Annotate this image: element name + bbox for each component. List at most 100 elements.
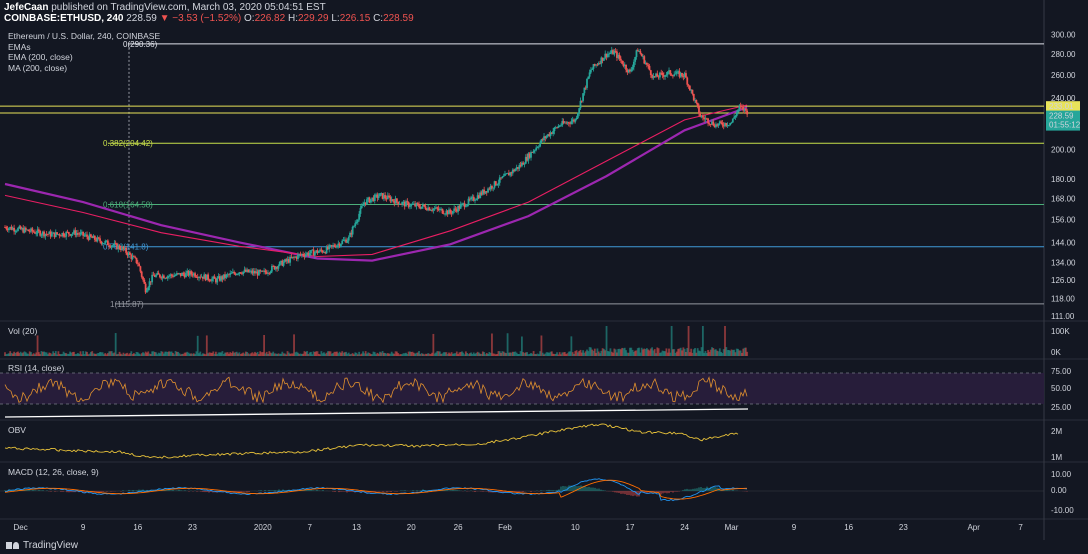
- candle-body: [332, 245, 335, 246]
- candle-body: [118, 245, 121, 249]
- volume-bar: [39, 354, 42, 356]
- candle-body: [733, 117, 736, 119]
- volume-bar: [213, 353, 216, 356]
- macd-hist-bar: [596, 488, 598, 491]
- volume-bar: [377, 353, 380, 356]
- candle-body: [356, 219, 359, 222]
- candle-body: [259, 270, 262, 272]
- candle-body: [121, 246, 124, 250]
- volume-bar: [660, 352, 663, 356]
- volume-bar: [166, 352, 169, 356]
- macd-hist-bar: [672, 491, 674, 493]
- time-axis-label: Apr: [967, 523, 980, 532]
- volume-bar: [233, 352, 236, 356]
- candle-body: [488, 188, 491, 190]
- volume-bar: [590, 347, 592, 356]
- volume-bar: [276, 353, 279, 356]
- volume-bar: [411, 351, 414, 356]
- candle-body: [216, 278, 219, 283]
- macd-hist-bar: [522, 491, 524, 493]
- legend-ema200[interactable]: EMA (200, close): [8, 52, 73, 62]
- volume-bar: [388, 353, 390, 356]
- macd-hist-bar: [746, 491, 748, 492]
- vol-pane-label[interactable]: Vol (20): [8, 326, 38, 336]
- obv-tick-label: 1M: [1051, 453, 1062, 462]
- volume-bar: [34, 354, 36, 356]
- macd-hist-bar: [360, 491, 362, 493]
- volume-bar: [718, 348, 721, 356]
- candle-body: [114, 243, 117, 245]
- volume-bar: [336, 351, 338, 356]
- candle-body: [569, 123, 571, 125]
- candle-body: [363, 202, 366, 205]
- candle-body: [737, 109, 739, 113]
- macd-hist-bar: [304, 490, 306, 491]
- author-name[interactable]: JefeCaan: [4, 2, 49, 13]
- candle-body: [45, 233, 48, 235]
- candle-body: [419, 206, 422, 209]
- volume-bar: [677, 348, 680, 356]
- candle-body: [99, 238, 101, 242]
- macd-pane-label[interactable]: MACD (12, 26, close, 9): [8, 467, 99, 477]
- volume-bar: [323, 352, 325, 356]
- macd-hist-bar: [500, 491, 502, 493]
- macd-hist-bar: [570, 485, 572, 491]
- candle-body: [651, 75, 653, 78]
- rsi-pane-label[interactable]: RSI (14, close): [8, 363, 65, 373]
- macd-hist-bar: [74, 491, 76, 493]
- volume-bar: [320, 351, 323, 356]
- candle-body: [601, 57, 604, 61]
- volume-bar: [315, 351, 318, 356]
- candle-body: [506, 172, 509, 174]
- candle-body: [541, 139, 544, 141]
- candle-body: [698, 106, 700, 114]
- volume-bar: [728, 350, 730, 356]
- candle-body: [190, 271, 193, 275]
- candle-body: [561, 121, 564, 126]
- volume-bar: [116, 354, 118, 356]
- volume-bar: [306, 351, 308, 356]
- macd-hist-bar: [666, 491, 668, 494]
- volume-bar: [367, 352, 370, 356]
- macd-hist-bar: [346, 491, 348, 493]
- volume-bar: [737, 348, 739, 356]
- candle-body: [56, 232, 58, 235]
- volume-bar: [241, 353, 243, 356]
- candle-body: [515, 167, 518, 170]
- volume-bar: [613, 348, 616, 356]
- candle-body: [422, 204, 424, 207]
- candle-body: [32, 231, 35, 233]
- candle-body: [178, 273, 181, 274]
- candle-body: [131, 256, 134, 259]
- volume-bar: [576, 352, 579, 356]
- volume-bar: [109, 351, 112, 356]
- legend-ma200[interactable]: MA (200, close): [8, 62, 68, 73]
- candle-body: [80, 231, 83, 233]
- candle-body: [694, 99, 696, 101]
- candle-body: [662, 75, 665, 77]
- candle-body: [61, 232, 64, 237]
- volume-bar: [44, 352, 47, 356]
- volume-bar: [321, 353, 324, 356]
- macd-hist-bar: [178, 489, 180, 491]
- candle-body: [237, 273, 239, 275]
- obv-pane-label[interactable]: OBV: [8, 425, 26, 435]
- volume-bars-group: [4, 326, 749, 356]
- candle-body: [181, 273, 183, 276]
- macd-hist-bar: [144, 490, 146, 491]
- candle-body: [242, 271, 245, 275]
- candle-body: [362, 204, 364, 206]
- volume-bar: [619, 349, 622, 356]
- candle-body: [670, 74, 673, 76]
- volume-bar: [26, 353, 29, 356]
- candle-body: [272, 265, 275, 267]
- volume-bar: [642, 349, 644, 356]
- macd-hist-bar: [68, 491, 70, 493]
- volume-bar: [726, 350, 729, 356]
- volume-bar: [567, 351, 570, 356]
- volume-bar: [17, 351, 19, 356]
- legend-emas[interactable]: EMAs: [8, 41, 31, 52]
- volume-bar: [545, 352, 548, 356]
- volume-bar: [192, 353, 195, 356]
